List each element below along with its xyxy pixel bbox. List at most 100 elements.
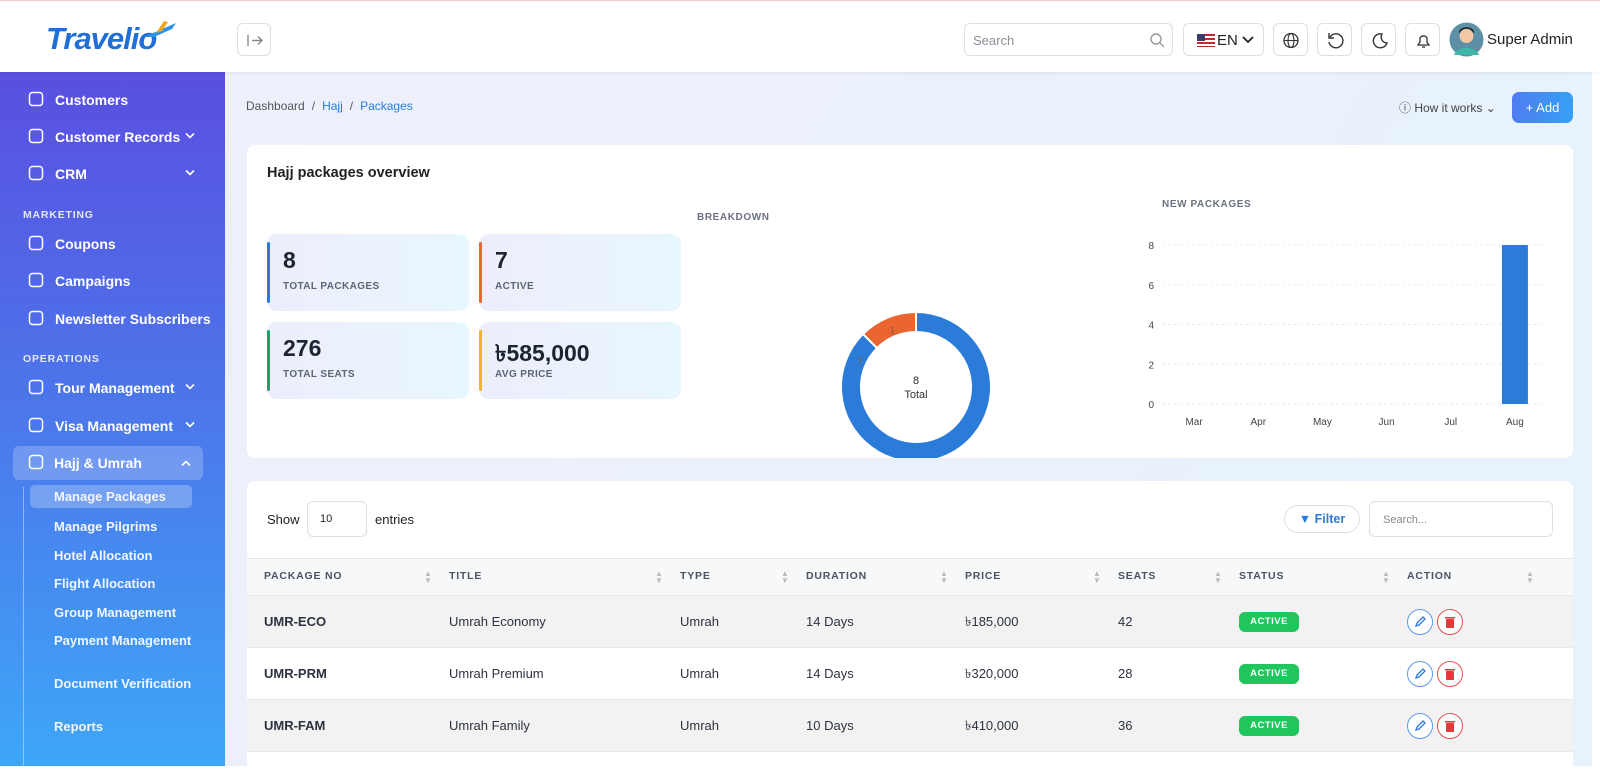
- sidebar-item-label: Newsletter Subscribers: [55, 311, 211, 327]
- status-badge: ACTIVE: [1239, 664, 1299, 684]
- submenu-line: [23, 487, 24, 767]
- donut-slice: [861, 310, 917, 350]
- donut-slice: [840, 310, 992, 458]
- table-cell: Umrah: [680, 614, 720, 629]
- crumb[interactable]: Hajj: [322, 99, 343, 113]
- table-cell: Umrah Economy: [449, 614, 546, 629]
- column-header[interactable]: DURATION: [806, 570, 868, 582]
- sort-icon: ▲ ▼: [1214, 569, 1222, 585]
- delete-button[interactable]: [1437, 713, 1463, 739]
- table-row: [247, 751, 1573, 781]
- language-select[interactable]: EN: [1183, 23, 1264, 56]
- submenu-item[interactable]: Manage Pilgrims: [54, 519, 158, 534]
- submenu-item[interactable]: Group Management: [54, 605, 177, 620]
- submenu-item[interactable]: Manage Packages: [30, 485, 192, 508]
- table-row: UMR-ECO Umrah Economy Umrah 14 Days ৳185,000…: [247, 595, 1573, 647]
- search-box[interactable]: Search: [964, 23, 1173, 56]
- sidebar-item-label: Hajj & Umrah: [54, 455, 142, 471]
- sidebar-toggle[interactable]: [237, 23, 271, 56]
- overview-card: Hajj packages overview 8 TOTAL PACKAGES 7…: [247, 145, 1573, 458]
- sidebar-item[interactable]: Hajj & Umrah: [13, 446, 203, 480]
- donut-total: 8: [913, 375, 919, 387]
- status-badge: ACTIVE: [1239, 612, 1299, 632]
- delete-button[interactable]: [1437, 661, 1463, 687]
- submenu-item[interactable]: Payment Management: [54, 633, 192, 648]
- sort-icon: ▲ ▼: [1093, 569, 1101, 585]
- table-cell: 14 Days: [806, 666, 854, 681]
- y-tick-label: 0: [1148, 400, 1154, 411]
- avatar[interactable]: [1449, 22, 1484, 57]
- stat-label: TOTAL SEATS: [283, 369, 355, 380]
- overview-title: Hajj packages overview: [267, 165, 430, 181]
- x-tick-label: Apr: [1250, 417, 1266, 428]
- slice-label: 1: [889, 326, 895, 337]
- show-label: Show: [267, 512, 300, 527]
- column-header[interactable]: PRICE: [965, 570, 1002, 582]
- table-card: Show 10 entries ▼ Filter Search... PACKA…: [247, 481, 1573, 781]
- logo-plane: [144, 21, 176, 37]
- submenu-item[interactable]: Flight Allocation: [54, 576, 156, 591]
- bar-chart-title: NEW PACKAGES: [1162, 199, 1251, 210]
- table-cell: 14 Days: [806, 614, 854, 629]
- charts: BREAKDOWN NEW PACKAGES 718TotalActiveClo…: [697, 199, 1547, 458]
- breakdown-title: BREAKDOWN: [697, 212, 770, 223]
- crumb: Packages: [360, 99, 413, 113]
- x-tick-label: Aug: [1506, 417, 1524, 428]
- breadcrumb: Dashboard / Hajj / Packages: [246, 99, 413, 113]
- sort-icon: ▲ ▼: [1526, 569, 1534, 585]
- x-tick-label: May: [1313, 417, 1332, 428]
- table-cell: Umrah Premium: [449, 666, 544, 681]
- sidebar-item-label: Customer Records: [55, 129, 181, 145]
- sidebar-item-label: CRM: [55, 166, 87, 182]
- delete-button[interactable]: [1437, 609, 1463, 635]
- how-it-works-label: How it works: [1414, 101, 1483, 115]
- column-header[interactable]: SEATS: [1118, 570, 1157, 582]
- sidebar-item-label: Campaigns: [55, 273, 131, 289]
- table-row: UMR-FAM Umrah Family Umrah 10 Days ৳410,000 3…: [247, 699, 1573, 751]
- table-cell: Umrah: [680, 666, 720, 681]
- table-search[interactable]: Search...: [1369, 501, 1553, 537]
- stat-card: 8 TOTAL PACKAGES: [267, 234, 469, 311]
- stat-label: TOTAL PACKAGES: [283, 281, 380, 292]
- add-button[interactable]: + Add: [1512, 92, 1573, 123]
- data-table: PACKAGE NO ▲ ▼ TITLE ▲ ▼ TYPE ▲ ▼ DURATION ▲ ▼ PRICE…: [247, 558, 1573, 781]
- submenu-item[interactable]: Reports: [54, 719, 104, 734]
- table-search-placeholder: Search...: [1383, 514, 1428, 526]
- section-title: OPERATIONS: [23, 353, 100, 365]
- column-header[interactable]: ACTION: [1407, 570, 1453, 582]
- stat-card: ৳585,000 AVG PRICE: [479, 322, 681, 399]
- table-cell: UMR-PRM: [264, 666, 327, 681]
- y-tick-label: 8: [1148, 241, 1154, 252]
- entries-select[interactable]: 10: [307, 501, 367, 537]
- column-header[interactable]: STATUS: [1239, 570, 1285, 582]
- logo[interactable]: Travelio: [46, 21, 157, 56]
- user-name[interactable]: Super Admin: [1487, 31, 1573, 48]
- stat-card: 276 TOTAL SEATS: [267, 322, 469, 399]
- refresh-button[interactable]: [1317, 23, 1352, 56]
- table-cell: ৳185,000: [965, 614, 1019, 629]
- theme-button[interactable]: [1361, 23, 1396, 56]
- submenu-item[interactable]: Hotel Allocation: [54, 548, 153, 563]
- add-label: Add: [1536, 100, 1560, 115]
- stat-value: 276: [283, 335, 322, 361]
- filter-button[interactable]: ▼ Filter: [1284, 505, 1360, 533]
- table-cell: 28: [1118, 666, 1133, 681]
- table-cell: 36: [1118, 718, 1133, 733]
- edit-button[interactable]: [1407, 609, 1433, 635]
- globe-button[interactable]: [1273, 23, 1308, 56]
- search-placeholder: Search: [973, 33, 1015, 48]
- column-header[interactable]: PACKAGE NO: [264, 570, 343, 582]
- column-header[interactable]: TYPE: [680, 570, 711, 582]
- sort-icon: ▲ ▼: [940, 569, 948, 585]
- crumb[interactable]: Dashboard: [246, 99, 305, 113]
- submenu-item[interactable]: Document Verification: [54, 676, 192, 691]
- table-header: [247, 558, 1573, 595]
- y-tick-label: 6: [1148, 281, 1154, 292]
- stat-value: ৳585,000: [495, 340, 590, 366]
- edit-button[interactable]: [1407, 661, 1433, 687]
- notifications-button[interactable]: [1405, 23, 1440, 56]
- edit-button[interactable]: [1407, 713, 1433, 739]
- stat-label: ACTIVE: [495, 281, 535, 292]
- how-it-works[interactable]: ⓘ How it works ⌄: [1399, 101, 1496, 115]
- column-header[interactable]: TITLE: [449, 570, 483, 582]
